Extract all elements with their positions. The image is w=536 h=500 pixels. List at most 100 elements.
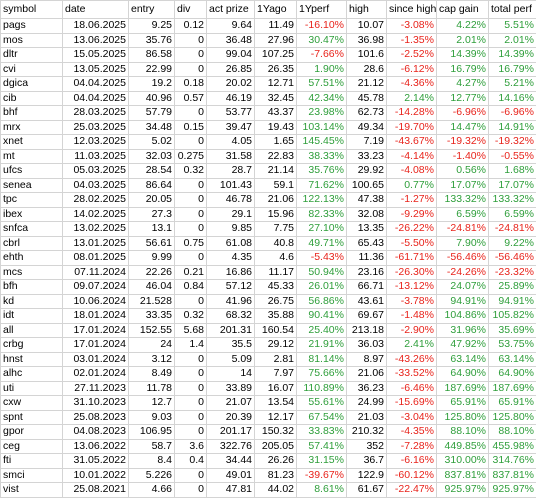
table-cell: -3.04%: [386, 409, 437, 425]
table-cell: 21.06: [254, 192, 297, 208]
table-cell: 08.01.2025: [62, 250, 129, 266]
table-cell: ehth: [0, 250, 63, 266]
table-cell: senea: [0, 177, 63, 193]
table-cell: 2.41%: [386, 337, 437, 353]
table-cell: alhc: [0, 366, 63, 382]
table-cell: 71.62%: [296, 177, 347, 193]
table-cell: mcs: [0, 264, 63, 280]
table-cell: 13.02.2025: [62, 221, 129, 237]
table-cell: 14.39%: [488, 47, 536, 63]
table-cell: ufcs: [0, 163, 63, 179]
table-cell: -61.71%: [386, 250, 437, 266]
table-cell: 23.98%: [296, 105, 347, 121]
table-row: hnst 03.01.2024 3.12 0 5.09 2.81 81.14% 8.97 -43…: [0, 351, 536, 367]
table-cell: 152.55: [128, 322, 175, 338]
table-cell: 17.01.2024: [62, 337, 129, 353]
table-cell: 205.05: [254, 438, 297, 454]
table-cell: 5.51%: [488, 18, 536, 34]
table-cell: 101.43: [206, 177, 255, 193]
table-cell: 27.3: [128, 206, 175, 222]
table-row: cib 04.04.2025 40.96 0.57 46.19 32.45 42.34% 45…: [0, 90, 536, 106]
table-cell: 36.23: [346, 380, 387, 396]
table-cell: 0: [174, 47, 207, 63]
table-cell: pags: [0, 18, 63, 34]
table-cell: 6.59%: [488, 206, 536, 222]
table-cell: 7.90%: [436, 235, 489, 251]
table-cell: 8.97: [346, 351, 387, 367]
table-cell: 43.61: [346, 293, 387, 309]
table-cell: 57.12: [206, 279, 255, 295]
table-cell: uti: [0, 380, 63, 396]
table-cell: 9.25: [128, 18, 175, 34]
table-row: gpor 04.08.2023 106.95 0 201.17 150.32 33.83% 2…: [0, 424, 536, 440]
table-cell: 20.05: [128, 192, 175, 208]
table-cell: 26.26: [254, 453, 297, 469]
table-cell: 201.31: [206, 322, 255, 338]
table-cell: 187.69%: [436, 380, 489, 396]
table-cell: 41.96: [206, 293, 255, 309]
table-cell: 455.98%: [488, 438, 536, 454]
table-cell: 33.35: [128, 308, 175, 324]
table-cell: -1.40%: [436, 148, 489, 164]
table-cell: -56.46%: [488, 250, 536, 266]
table-cell: 42.34%: [296, 90, 347, 106]
table-cell: -19.70%: [386, 119, 437, 135]
table-cell: 47.38: [346, 192, 387, 208]
table-cell: 21.12: [346, 76, 387, 92]
table-cell: 12.17: [254, 409, 297, 425]
table-cell: 46.19: [206, 90, 255, 106]
table-cell: 16.79%: [488, 61, 536, 77]
table-cell: 04.03.2025: [62, 177, 129, 193]
table-cell: 39.47: [206, 119, 255, 135]
table-body: pags 18.06.2025 9.25 0.12 9.64 11.49 -16.10% 10…: [0, 18, 536, 498]
table-cell: 35.76%: [296, 163, 347, 179]
table-cell: 36.7: [346, 453, 387, 469]
table-cell: 105.82%: [488, 308, 536, 324]
table-cell: 8.49: [128, 366, 175, 382]
table-cell: all: [0, 322, 63, 338]
table-cell: mrx: [0, 119, 63, 135]
table-cell: 28.54: [128, 163, 175, 179]
table-cell: 322.76: [206, 438, 255, 454]
table-cell: 64.90%: [488, 366, 536, 382]
table-cell: 13.06.2025: [62, 32, 129, 48]
table-cell: 86.64: [128, 177, 175, 193]
table-cell: 35.88: [254, 308, 297, 324]
table-cell: 11.36: [346, 250, 387, 266]
table-cell: 35.69%: [488, 322, 536, 338]
table-row: alhc 02.01.2024 8.49 0 14 7.97 75.66% 21.06 -33.…: [0, 366, 536, 382]
table-cell: -1.35%: [386, 32, 437, 48]
table-cell: 61.08: [206, 235, 255, 251]
table-cell: 07.11.2024: [62, 264, 129, 280]
table-cell: 0: [174, 395, 207, 411]
table-cell: 352: [346, 438, 387, 454]
table-cell: -2.52%: [386, 47, 437, 63]
table-cell: hnst: [0, 351, 63, 367]
table-cell: 02.01.2024: [62, 366, 129, 382]
table-cell: 30.47%: [296, 32, 347, 48]
table-row: ehth 08.01.2025 9.99 0 4.35 4.6 -5.43% 11.36 -61…: [0, 250, 536, 266]
table-cell: 65.91%: [436, 395, 489, 411]
table-cell: -60.12%: [386, 467, 437, 483]
table-cell: 9.99: [128, 250, 175, 266]
table-cell: 18.01.2024: [62, 308, 129, 324]
table-cell: tpc: [0, 192, 63, 208]
table-row: bhf 28.03.2025 57.79 0 53.77 43.37 23.98% 62.73…: [0, 105, 536, 121]
table-cell: 22.99: [128, 61, 175, 77]
table-cell: 103.14%: [296, 119, 347, 135]
table-cell: 25.08.2023: [62, 409, 129, 425]
table-cell: -56.46%: [436, 250, 489, 266]
table-cell: 32.08: [346, 206, 387, 222]
table-cell: 100.65: [346, 177, 387, 193]
table-cell: 04.04.2025: [62, 90, 129, 106]
table-cell: 21.91%: [296, 337, 347, 353]
table-cell: 25.89%: [488, 279, 536, 295]
column-header: date: [62, 0, 129, 19]
table-cell: 2.01%: [436, 32, 489, 48]
table-cell: 17.07%: [488, 177, 536, 193]
table-cell: 81.23: [254, 467, 297, 483]
table-cell: 133.32%: [436, 192, 489, 208]
column-header: symbol: [0, 0, 63, 19]
table-cell: 5.68: [174, 322, 207, 338]
